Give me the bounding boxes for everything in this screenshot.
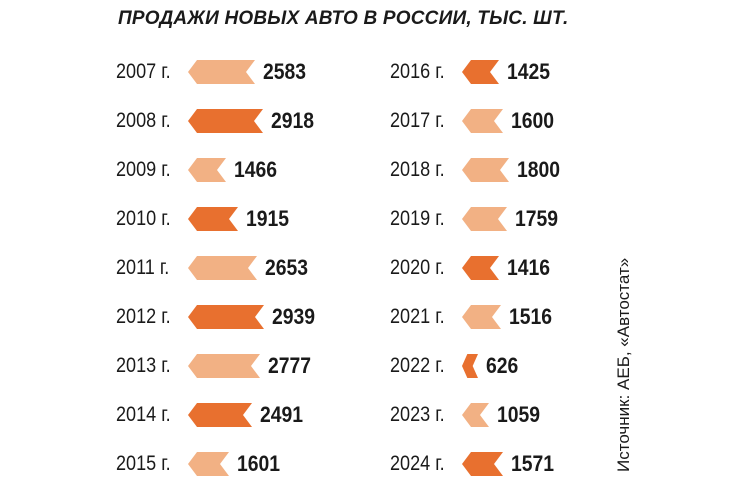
bar xyxy=(188,109,263,133)
bar xyxy=(462,60,499,84)
value-label: 1516 xyxy=(509,304,553,329)
value-label: 2491 xyxy=(260,402,304,427)
year-label: 2011 г. xyxy=(116,256,170,279)
bar xyxy=(462,158,509,182)
year-label: 2023 г. xyxy=(390,403,445,426)
bar-row: 2012 г. 2939 xyxy=(116,301,321,333)
year-label: 2008 г. xyxy=(116,109,171,132)
year-label: 2018 г. xyxy=(390,158,445,181)
bar-shape xyxy=(462,354,478,378)
source-note: Источник: АЕБ, «Автостат» xyxy=(614,257,633,472)
year-label: 2010 г. xyxy=(116,207,171,230)
bar-shape xyxy=(188,452,229,476)
bar-shape xyxy=(188,109,263,133)
bar-shape xyxy=(462,109,503,133)
bar xyxy=(188,452,229,476)
bar-shape xyxy=(462,60,499,84)
value-label: 1571 xyxy=(511,451,555,476)
value-label: 2939 xyxy=(272,304,316,329)
bar-shape xyxy=(188,256,257,280)
value-label: 2583 xyxy=(263,59,307,84)
bar-shape xyxy=(462,305,501,329)
bar xyxy=(462,256,499,280)
year-label: 2016 г. xyxy=(390,60,445,83)
year-label: 2012 г. xyxy=(116,305,171,328)
bar-row: 2007 г. 2583 xyxy=(116,56,312,88)
value-label: 626 xyxy=(486,353,519,378)
value-label: 1416 xyxy=(507,255,551,280)
value-label: 1466 xyxy=(234,157,278,182)
bar-row: 2023 г. 1059 xyxy=(390,399,546,431)
bar-row: 2021 г. 1516 xyxy=(390,301,558,333)
bar xyxy=(188,305,264,329)
bar-shape xyxy=(188,305,264,329)
year-label: 2015 г. xyxy=(116,452,171,475)
bar-row: 2019 г. 1759 xyxy=(390,203,564,235)
bar xyxy=(188,158,226,182)
bar-row: 2011 г. 2653 xyxy=(116,252,314,284)
bar xyxy=(188,207,238,231)
bar-shape xyxy=(188,207,238,231)
value-label: 2918 xyxy=(271,108,315,133)
bar xyxy=(462,207,507,231)
value-label: 1915 xyxy=(246,206,290,231)
year-label: 2017 г. xyxy=(390,109,445,132)
value-label: 1425 xyxy=(507,59,551,84)
bar-row: 2015 г. 1601 xyxy=(116,448,286,480)
bar-row: 2014 г. 2491 xyxy=(116,399,309,431)
bar xyxy=(462,403,489,427)
bar xyxy=(188,60,255,84)
bar-shape xyxy=(462,158,509,182)
year-label: 2021 г. xyxy=(390,305,445,328)
year-label: 2014 г. xyxy=(116,403,171,426)
value-label: 2777 xyxy=(268,353,312,378)
bar-row: 2024 г. 1571 xyxy=(390,448,560,480)
value-label: 1600 xyxy=(511,108,555,133)
bar-row: 2008 г. 2918 xyxy=(116,105,320,137)
bar xyxy=(462,305,501,329)
bar-row: 2020 г. 1416 xyxy=(390,252,556,284)
year-label: 2022 г. xyxy=(390,354,445,377)
year-label: 2007 г. xyxy=(116,60,171,83)
bar-shape xyxy=(188,403,252,427)
bar-row: 2016 г. 1425 xyxy=(390,56,556,88)
bar-shape xyxy=(188,158,226,182)
bar xyxy=(462,109,503,133)
bar xyxy=(188,256,257,280)
bar xyxy=(462,354,478,378)
value-label: 1059 xyxy=(497,402,541,427)
bar-row: 2018 г. 1800 xyxy=(390,154,566,186)
bar xyxy=(462,452,503,476)
value-label: 1759 xyxy=(515,206,559,231)
year-label: 2020 г. xyxy=(390,256,445,279)
bar-shape xyxy=(188,60,255,84)
year-label: 2024 г. xyxy=(390,452,445,475)
value-label: 1800 xyxy=(517,157,561,182)
bar xyxy=(188,354,260,378)
bar-shape xyxy=(188,354,260,378)
value-label: 1601 xyxy=(237,451,281,476)
bar-row: 2017 г. 1600 xyxy=(390,105,560,137)
bar-row: 2022 г. 626 xyxy=(390,350,523,382)
bar-row: 2010 г. 1915 xyxy=(116,203,295,235)
year-label: 2013 г. xyxy=(116,354,171,377)
bar-shape xyxy=(462,452,503,476)
year-label: 2009 г. xyxy=(116,158,171,181)
year-label: 2019 г. xyxy=(390,207,445,230)
bar-shape xyxy=(462,403,489,427)
bar-shape xyxy=(462,207,507,231)
value-label: 2653 xyxy=(265,255,309,280)
bar xyxy=(188,403,252,427)
chart-title: ПРОДАЖИ НОВЫХ АВТО В РОССИИ, ТЫС. ШТ. xyxy=(118,8,569,29)
bar-shape xyxy=(462,256,499,280)
bar-row: 2013 г. 2777 xyxy=(116,350,317,382)
bar-row: 2009 г. 1466 xyxy=(116,154,283,186)
